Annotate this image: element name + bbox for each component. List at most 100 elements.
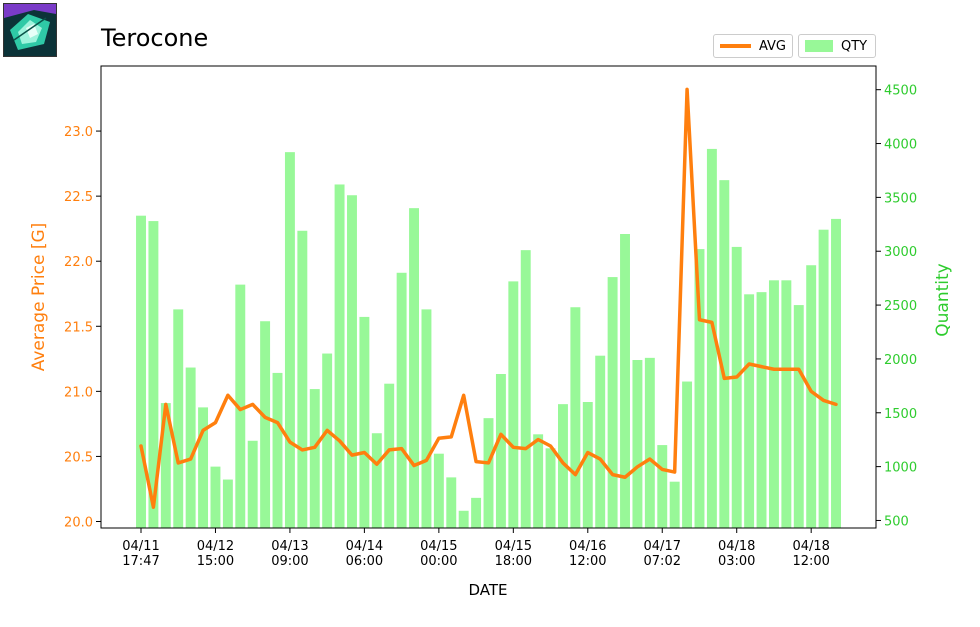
avg-legend-label: AVG (758, 38, 786, 54)
left-tick-label: 20.5 (64, 450, 93, 465)
x-tick-label-line: 18:00 (495, 554, 532, 569)
qty-bar (210, 466, 221, 528)
x-tick-label-line: 04/17 (644, 539, 681, 554)
qty-bar (595, 355, 606, 528)
x-tick-label: 04/11 17:47 (122, 539, 159, 569)
x-tick-label-line: 04/15 (420, 539, 457, 554)
qty-bar (198, 407, 209, 528)
qty-bar (632, 360, 643, 528)
qty-bar (644, 357, 655, 528)
qty-bar (582, 402, 593, 528)
x-tick-label-line: 15:00 (197, 554, 234, 569)
legend-item-qty: QTY (798, 34, 876, 58)
x-tick-label-line: 06:00 (346, 554, 383, 569)
qty-bar (495, 374, 506, 528)
x-tick-label-line: 09:00 (271, 554, 308, 569)
qty-bar (508, 281, 519, 528)
x-tick-label-line: 04/11 (122, 539, 159, 554)
left-tick-label: 22.0 (64, 255, 93, 270)
x-axis-ticks: 04/11 17:47 04/12 15:00 04/13 09:00 04/14 06:00… (122, 528, 830, 569)
qty-bar (359, 316, 370, 528)
x-tick-label: 04/18 03:00 (718, 539, 755, 569)
plot-frame (100, 65, 877, 529)
qty-bar (806, 265, 817, 528)
right-tick-label: 4500 (884, 84, 917, 99)
qty-bar (558, 404, 568, 528)
x-tick-label: 04/14 06:00 (346, 539, 383, 569)
qty-bar (731, 246, 742, 529)
qty-bar (409, 208, 419, 528)
qty-bar (421, 309, 432, 528)
qty-bar (309, 389, 320, 528)
qty-bar (520, 250, 531, 528)
qty-bar (185, 367, 196, 528)
x-tick-label-line: 03:00 (718, 554, 755, 569)
qty-bar (831, 218, 841, 529)
qty-bar (570, 307, 581, 528)
avg-line (139, 87, 838, 509)
qty-bar (235, 284, 246, 528)
x-tick-label-line: 04/15 (495, 539, 532, 554)
x-tick-label: 04/18 12:00 (792, 539, 829, 569)
qty-bar (768, 280, 779, 528)
qty-bar (322, 353, 333, 528)
qty-bar (334, 184, 345, 528)
qty-bar (371, 433, 382, 528)
right-axis-ticks: 500 1000 1500 2000 2500 3000 3500 4000 4500 (876, 84, 917, 529)
left-tick-label: 20.0 (64, 515, 93, 530)
x-tick-label-line: 04/14 (346, 539, 383, 554)
qty-bars (136, 148, 841, 529)
qty-bar (247, 440, 258, 528)
right-tick-label: 4000 (884, 138, 917, 153)
qty-bar (545, 448, 556, 528)
x-tick-label: 04/15 00:00 (420, 539, 457, 569)
x-tick-label: 04/13 09:00 (271, 539, 308, 569)
x-tick-label-line: 04/18 (718, 539, 755, 554)
qty-bar (818, 229, 829, 528)
x-axis-label: DATE (468, 581, 507, 599)
qty-bar (260, 321, 271, 528)
qty-bar (471, 497, 482, 528)
right-tick-label: 3000 (884, 245, 917, 260)
qty-bar (620, 234, 630, 528)
x-tick-label-line: 04/12 (197, 539, 234, 554)
avg-legend-swatch (720, 44, 751, 48)
x-tick-label-line: 07:02 (644, 554, 681, 569)
right-tick-label: 500 (884, 514, 909, 529)
y-axis-left-label: Average Price [G] (29, 223, 49, 372)
left-tick-label: 22.5 (64, 190, 93, 205)
qty-bar (297, 230, 308, 528)
right-tick-label: 1500 (884, 407, 917, 422)
y-axis-right-label: Quantity (933, 263, 953, 336)
right-tick-label: 2500 (884, 299, 917, 314)
qty-bar (781, 280, 792, 528)
x-tick-label: 04/16 12:00 (569, 539, 606, 569)
qty-bar (136, 215, 146, 528)
qty-bar (433, 453, 444, 528)
qty-bar (272, 372, 283, 528)
qty-bar (483, 418, 494, 528)
right-tick-label: 2000 (884, 353, 917, 368)
right-tick-label: 1000 (884, 461, 917, 476)
qty-bar (533, 434, 544, 528)
x-tick-label-line: 04/13 (271, 539, 308, 554)
x-tick-label-line: 04/16 (569, 539, 606, 554)
right-tick-label: 3500 (884, 191, 917, 206)
left-axis-ticks: 20.0 20.5 21.0 21.5 22.0 22.5 23.0 (64, 125, 101, 530)
qty-bar (706, 148, 717, 529)
qty-bar (284, 152, 295, 528)
x-tick-label-line: 17:47 (122, 554, 159, 569)
qty-bar (756, 292, 767, 528)
qty-bar (744, 294, 755, 528)
qty-bar (694, 249, 705, 528)
qty-bar (446, 477, 457, 528)
qty-bar (682, 381, 693, 528)
x-tick-label-line: 12:00 (792, 554, 829, 569)
qty-bar (719, 180, 730, 528)
qty-bar (458, 510, 469, 528)
qty-bar (347, 195, 357, 529)
qty-legend-swatch (805, 40, 833, 52)
qty-bar (384, 383, 395, 528)
x-tick-label-line: 00:00 (420, 554, 457, 569)
